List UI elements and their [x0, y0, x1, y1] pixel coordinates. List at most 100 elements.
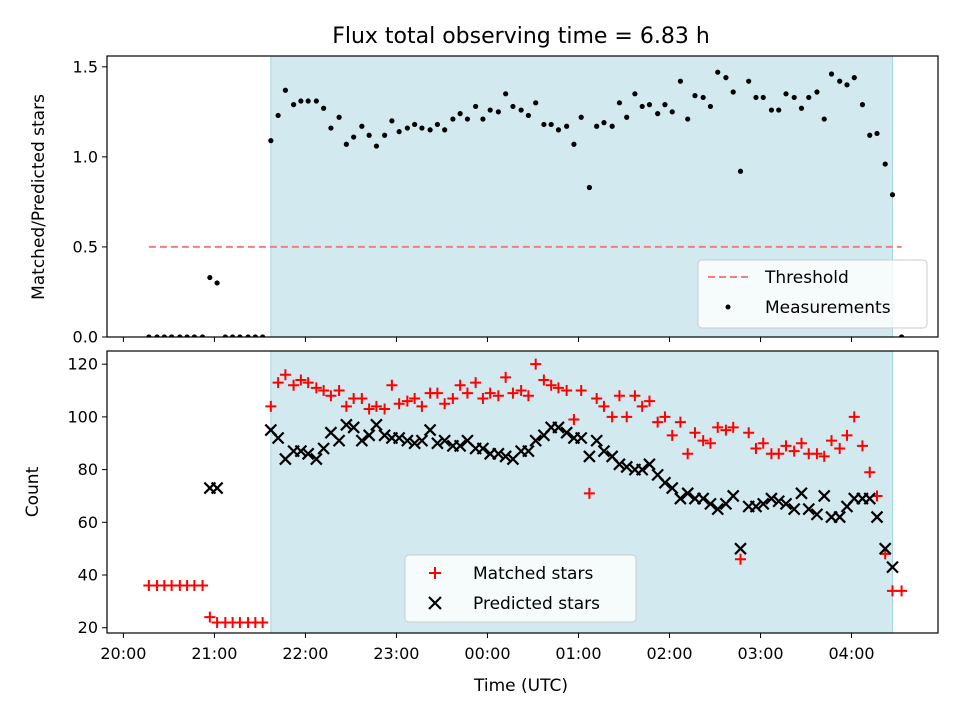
matched-star-point	[636, 400, 648, 412]
measurement-point	[814, 89, 820, 95]
bottom-y-tick-label: 60	[78, 513, 98, 532]
predicted-star-point	[681, 487, 694, 500]
matched-star-point	[204, 611, 216, 623]
predicted-star-point	[802, 502, 816, 516]
predicted-star-point	[704, 497, 717, 511]
matched-star-point	[773, 448, 785, 460]
predicted-star-point	[795, 487, 808, 500]
measurement-point	[685, 116, 691, 122]
predicted-star-point	[870, 510, 884, 524]
predicted-star-point	[210, 481, 224, 495]
measurement-point	[305, 98, 311, 104]
measurement-point	[746, 78, 752, 84]
matched-star-point	[826, 435, 838, 447]
matched-star-point	[575, 385, 587, 397]
measurement-point	[609, 123, 615, 129]
measurement-point	[359, 123, 365, 129]
measurement-point	[616, 100, 623, 106]
measurement-point	[404, 125, 410, 131]
x-tick-label: 00:00	[464, 644, 510, 663]
measurement-point	[480, 116, 486, 122]
matched-star-point	[318, 385, 330, 397]
matched-star-point	[302, 377, 314, 389]
measurement-point	[730, 89, 736, 95]
x-tick-label: 03:00	[737, 644, 783, 663]
matched-star-point	[666, 429, 678, 441]
measurement-point	[161, 334, 167, 337]
predicted-star-point	[317, 442, 330, 455]
measurement-point	[662, 102, 668, 108]
predicted-star-point	[271, 431, 285, 445]
measurement-point	[473, 103, 479, 110]
measurement-point	[889, 192, 896, 198]
measurement-point	[518, 107, 524, 113]
measurement-point	[624, 114, 630, 120]
matched-star-point	[621, 411, 633, 423]
measurement-point	[898, 334, 905, 337]
measurement-point	[245, 334, 251, 337]
measurement-point	[791, 94, 797, 101]
predicted-star-point	[438, 434, 451, 447]
measurement-point	[503, 91, 509, 97]
matched-star-point	[333, 385, 345, 397]
top-legend-box	[697, 259, 928, 329]
measurement-point	[760, 94, 766, 101]
top-y-tick-label: 1.0	[73, 147, 98, 166]
matched-star-point	[674, 416, 686, 428]
measurement-point	[382, 132, 388, 138]
matched-star-point	[552, 382, 564, 394]
predicted-star-point	[878, 542, 892, 555]
predicted-star-point	[574, 431, 588, 445]
measurement-point	[783, 91, 789, 97]
predicted-star-point	[817, 489, 831, 503]
measurement-point	[723, 75, 729, 81]
measurement-point	[533, 100, 539, 106]
predicted-star-point	[332, 434, 346, 447]
measurement-point	[222, 334, 228, 337]
predicted-star-point	[294, 444, 308, 458]
predicted-star-point	[643, 458, 656, 471]
matched-star-point	[750, 443, 762, 455]
measurement-point	[669, 109, 675, 115]
predicted-star-point	[378, 429, 391, 442]
measurement-point	[525, 112, 532, 119]
matched-legend-swatch	[429, 567, 441, 579]
predicted-star-point	[355, 434, 369, 447]
top-y-tick-label: 1.5	[73, 57, 98, 76]
measurement-point	[571, 141, 577, 147]
bottom-y-tick-label: 20	[78, 618, 98, 637]
measurement-point	[798, 105, 805, 111]
matched-star-point	[743, 427, 755, 439]
predicted-star-point	[301, 447, 315, 461]
matched-star-point	[454, 379, 466, 391]
predicted-star-point	[696, 492, 710, 505]
predicted-star-point	[431, 436, 444, 450]
measurement-point	[601, 120, 607, 126]
matched-star-point	[568, 414, 580, 426]
matched-star-point	[757, 437, 769, 449]
predicted-star-point	[749, 500, 763, 513]
matched-star-point	[272, 377, 284, 389]
matched-star-point	[288, 379, 300, 391]
measurement-point	[677, 78, 684, 84]
predicted-star-point	[787, 502, 801, 516]
matched-star-point	[856, 440, 868, 452]
measurement-point	[351, 134, 357, 140]
measurement-point	[586, 184, 592, 191]
matched-star-point	[295, 374, 307, 386]
measurement-point	[419, 125, 425, 131]
measurement-point	[366, 132, 372, 138]
matched-star-point	[197, 580, 209, 592]
measurement-point	[252, 334, 258, 337]
measurement-point	[548, 121, 554, 128]
matched-star-point	[325, 390, 337, 402]
bottom-panel: 20 40 60 80 100 120 20:00 21:00 22:00 23:00 00:00 0…	[23, 350, 939, 696]
measurement-point	[737, 168, 744, 174]
measurement-point	[844, 82, 850, 88]
measurement-point	[343, 141, 349, 147]
matched-star-point	[727, 421, 739, 433]
measurement-point	[768, 107, 775, 113]
matched-star-point	[431, 387, 443, 399]
measurement-point	[578, 114, 584, 120]
